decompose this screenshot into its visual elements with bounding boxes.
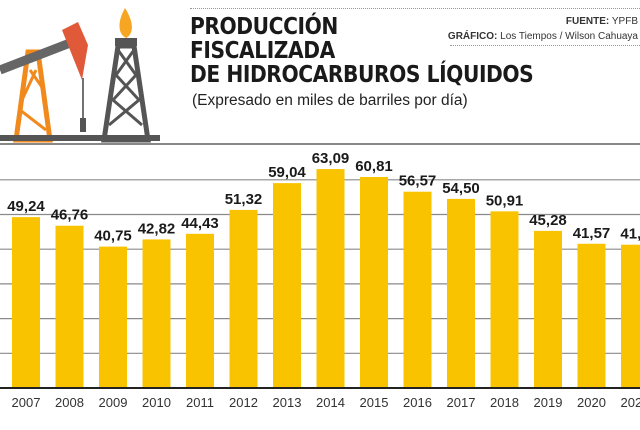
divider-dotted (190, 8, 640, 9)
value-label-2011: 44,43 (181, 215, 219, 232)
x-tick-label-2020: 2020 (577, 395, 606, 410)
x-tick-label-2019: 2019 (534, 395, 563, 410)
x-tick-label-2018: 2018 (490, 395, 519, 410)
value-label-2014: 63,09 (312, 150, 350, 167)
x-tick-label-2015: 2015 (360, 395, 389, 410)
x-tick-label-2010: 2010 (142, 395, 171, 410)
bar-2021 (621, 244, 640, 388)
source-label: FUENTE: (565, 16, 610, 27)
bar-2016 (403, 191, 432, 388)
credits: FUENTE: YPFB GRÁFICO: Los Tiempos / Wils… (448, 14, 638, 44)
bar-2009 (99, 246, 127, 388)
graphic-label: GRÁFICO: (447, 31, 498, 42)
value-label-2017: 54,50 (442, 180, 480, 197)
bar-2007 (12, 217, 40, 388)
value-label-2013: 59,04 (268, 164, 306, 181)
bar-2011 (186, 233, 214, 388)
oil-industry-illustration (0, 8, 160, 143)
chart-title-line-2: FISCALIZADA (190, 38, 335, 64)
x-tick-label-2009: 2009 (99, 395, 128, 410)
bar-2018 (490, 211, 519, 388)
value-label-2010: 42,82 (138, 220, 176, 237)
x-tick-label-2014: 2014 (316, 395, 345, 410)
value-label-2009: 40,75 (94, 228, 132, 245)
bar-2017 (447, 198, 475, 388)
divider-dotted (450, 45, 640, 46)
chart-subtitle: (Expresado en miles de barriles por día) (192, 92, 468, 109)
x-tick-label-2013: 2013 (273, 395, 302, 410)
value-label-2021: 41,3 (620, 226, 640, 243)
value-label-2007: 49,24 (7, 198, 45, 215)
source-value: YPFB (611, 16, 638, 27)
chart-title-line-1: PRODUCCIÓN (190, 14, 338, 40)
chart-title-line-3: DE HIDROCARBUROS LÍQUIDOS (190, 62, 534, 88)
bar-2013 (273, 183, 301, 388)
bar-2010 (142, 239, 171, 388)
x-tick-label-2016: 2016 (403, 395, 432, 410)
x-tick-label-2007: 2007 (12, 395, 41, 410)
value-label-2020: 41,57 (573, 225, 611, 242)
header-separator (0, 143, 640, 145)
bar-2019 (534, 230, 562, 388)
graphic-value: Los Tiempos / Wilson Cahuaya (500, 31, 638, 42)
bar-2020 (577, 243, 606, 388)
value-label-2015: 60,81 (355, 158, 393, 175)
x-tick-label-2021: 2021 (621, 395, 640, 410)
value-label-2018: 50,91 (486, 192, 524, 209)
ground-line (0, 135, 160, 141)
value-label-2019: 45,28 (529, 212, 567, 229)
bar-2015 (360, 176, 388, 388)
bar-2014 (316, 169, 345, 388)
x-tick-label-2011: 2011 (186, 395, 214, 410)
bar-2012 (229, 209, 258, 388)
x-tick-label-2012: 2012 (229, 395, 258, 410)
value-label-2016: 56,57 (399, 173, 437, 190)
value-label-2008: 46,76 (51, 207, 89, 224)
bar-2008 (55, 225, 84, 388)
x-tick-label-2017: 2017 (447, 395, 476, 410)
value-label-2012: 51,32 (225, 191, 263, 208)
x-tick-label-2008: 2008 (55, 395, 84, 410)
